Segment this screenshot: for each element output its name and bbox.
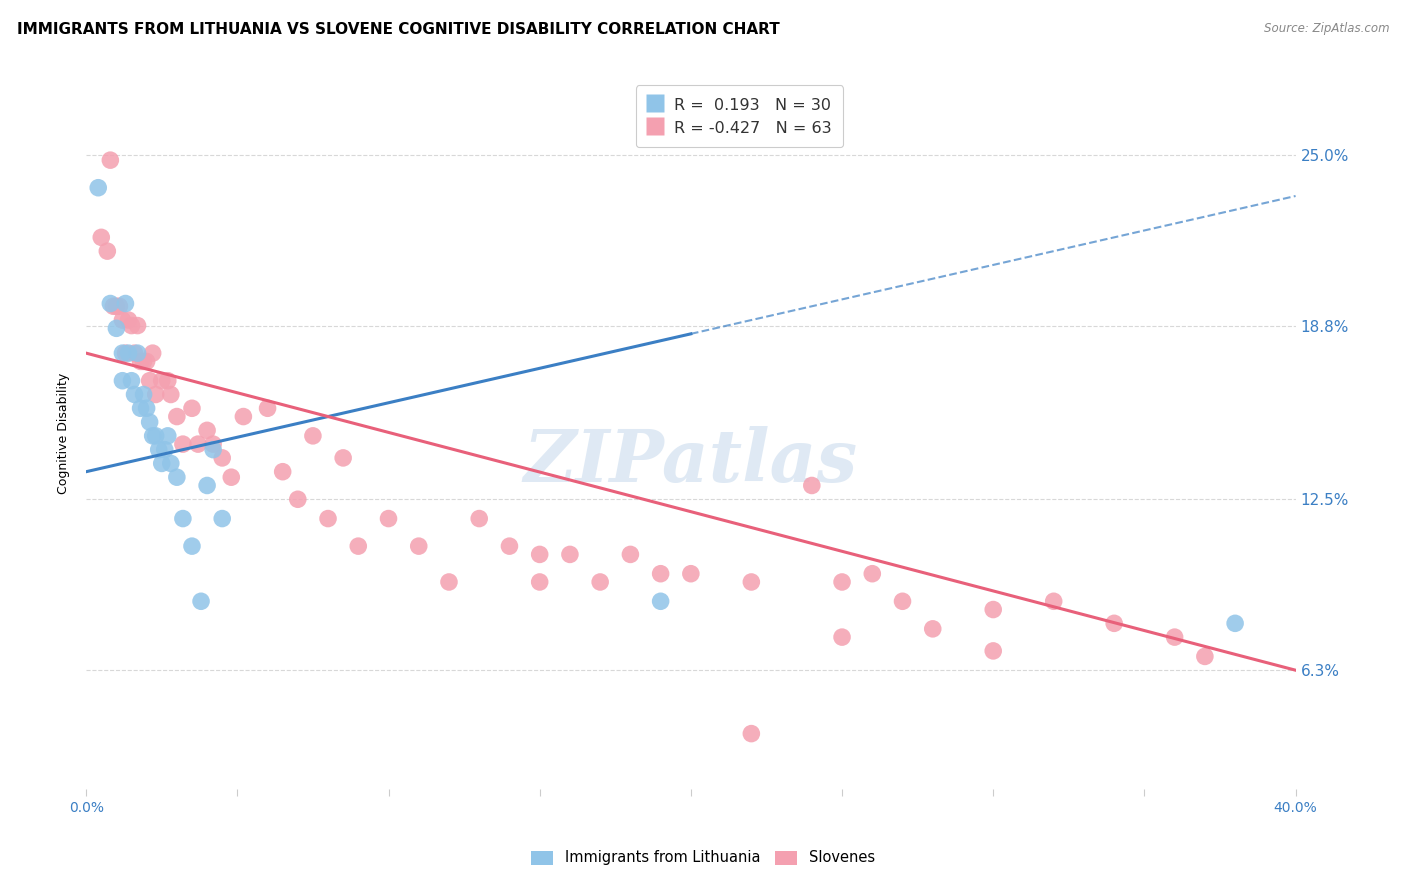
Point [87, 180, 110, 194]
Point [529, 574, 551, 589]
Point [202, 437, 225, 451]
Point [831, 630, 853, 644]
Text: ZIPatlas: ZIPatlas [524, 426, 858, 497]
Point [121, 318, 143, 333]
Point [302, 429, 325, 443]
Point [111, 346, 134, 360]
Point [103, 299, 125, 313]
Point [1223, 616, 1246, 631]
Point [202, 442, 225, 457]
Point [114, 296, 136, 310]
Point [127, 346, 149, 360]
Point [468, 511, 491, 525]
Point [142, 346, 165, 360]
Point [921, 622, 943, 636]
Point [650, 566, 672, 581]
Point [166, 409, 188, 424]
Point [135, 354, 157, 368]
Point [153, 442, 176, 457]
Point [1042, 594, 1064, 608]
Point [105, 299, 128, 313]
Point [132, 387, 155, 401]
Point [98, 153, 121, 168]
Point [190, 594, 212, 608]
Point [124, 346, 146, 360]
Point [219, 470, 242, 484]
Point [138, 374, 160, 388]
Point [111, 313, 134, 327]
Point [679, 566, 702, 581]
Point [156, 429, 179, 443]
Point [1102, 616, 1125, 631]
Point [740, 574, 762, 589]
Point [117, 346, 139, 360]
Point [232, 409, 254, 424]
Point [181, 539, 204, 553]
Point [105, 321, 128, 335]
Point [90, 230, 112, 244]
Point [740, 726, 762, 740]
Point [377, 511, 399, 525]
Point [138, 415, 160, 429]
Point [172, 511, 194, 525]
Point [650, 594, 672, 608]
Point [287, 492, 309, 507]
Point [96, 244, 118, 259]
Point [145, 387, 167, 401]
Point [619, 548, 641, 562]
Point [98, 296, 121, 310]
Point [981, 644, 1004, 658]
Point [347, 539, 370, 553]
Text: IMMIGRANTS FROM LITHUANIA VS SLOVENE COGNITIVE DISABILITY CORRELATION CHART: IMMIGRANTS FROM LITHUANIA VS SLOVENE COG… [17, 22, 779, 37]
Point [498, 539, 520, 553]
Point [256, 401, 278, 416]
Point [132, 354, 155, 368]
Point [589, 574, 612, 589]
Point [195, 423, 218, 437]
Legend: Immigrants from Lithuania, Slovenes: Immigrants from Lithuania, Slovenes [526, 845, 880, 871]
Point [408, 539, 430, 553]
Point [121, 374, 143, 388]
Point [108, 299, 131, 313]
Point [891, 594, 914, 608]
Text: Source: ZipAtlas.com: Source: ZipAtlas.com [1264, 22, 1389, 36]
Point [800, 478, 823, 492]
Point [135, 401, 157, 416]
Point [211, 511, 233, 525]
Point [558, 548, 581, 562]
Point [142, 429, 165, 443]
Point [1163, 630, 1185, 644]
Point [148, 442, 170, 457]
Point [124, 387, 146, 401]
Legend: R =  0.193   N = 30, R = -0.427   N = 63: R = 0.193 N = 30, R = -0.427 N = 63 [636, 86, 842, 147]
Y-axis label: Cognitive Disability: Cognitive Disability [58, 373, 70, 494]
Point [211, 450, 233, 465]
Point [159, 387, 181, 401]
Point [195, 478, 218, 492]
Point [150, 374, 173, 388]
Point [316, 511, 339, 525]
Point [181, 401, 204, 416]
Point [159, 457, 181, 471]
Point [129, 354, 152, 368]
Point [332, 450, 354, 465]
Point [111, 374, 134, 388]
Point [156, 374, 179, 388]
Point [529, 548, 551, 562]
Point [117, 313, 139, 327]
Point [129, 401, 152, 416]
Point [127, 318, 149, 333]
Point [981, 602, 1004, 616]
Point [172, 437, 194, 451]
Point [145, 429, 167, 443]
Point [860, 566, 883, 581]
Point [166, 470, 188, 484]
Point [150, 457, 173, 471]
Point [271, 465, 294, 479]
Point [114, 346, 136, 360]
Point [1194, 649, 1216, 664]
Point [437, 574, 460, 589]
Point [831, 574, 853, 589]
Point [187, 437, 209, 451]
